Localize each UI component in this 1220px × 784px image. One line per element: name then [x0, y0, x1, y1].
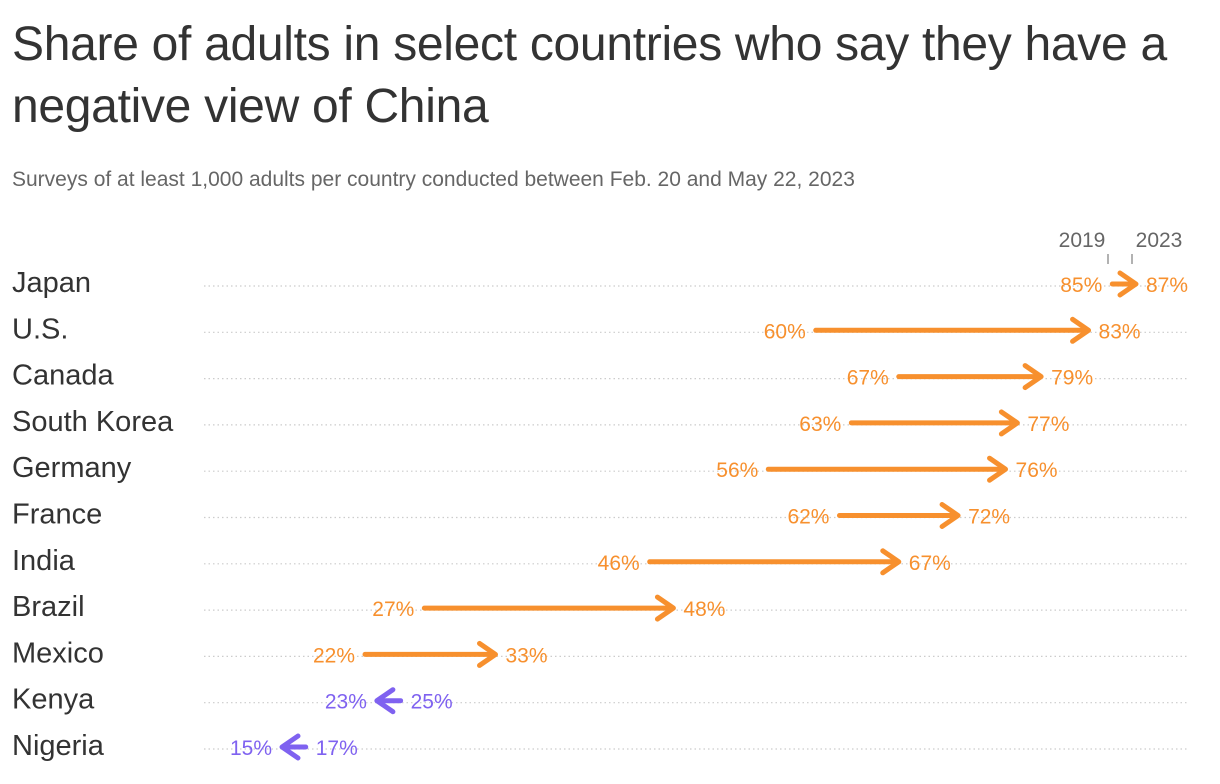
country-label: Canada — [12, 360, 114, 392]
value-label-2019: 56% — [716, 459, 758, 482]
arrow-head — [1117, 270, 1139, 298]
value-label-2023: 77% — [1027, 413, 1069, 436]
arrow-head — [987, 455, 1009, 483]
row-japan: Japan 85% 87% — [12, 267, 1188, 299]
value-label-2019: 17% — [316, 737, 358, 760]
arrow-head — [1022, 363, 1044, 391]
value-label-2019: 85% — [1060, 274, 1102, 297]
value-label-2023: 23% — [325, 691, 367, 714]
country-label: Germany — [12, 452, 132, 484]
chart-subtitle: Surveys of at least 1,000 adults per cou… — [12, 168, 855, 191]
value-label-2023: 83% — [1099, 320, 1141, 343]
row-mexico: Mexico 22% 33% — [12, 637, 1188, 669]
arrow-head — [1070, 316, 1092, 344]
arrow-head — [880, 548, 902, 576]
row-india: India 46% 67% — [12, 545, 1188, 577]
value-label-2023: 72% — [968, 506, 1010, 529]
value-label-2019: 63% — [799, 413, 841, 436]
country-label: France — [12, 499, 102, 531]
value-label-2023: 67% — [909, 552, 951, 575]
row-south-korea: South Korea 63% 77% — [12, 406, 1188, 438]
arrow-head — [374, 687, 396, 715]
row-france: France 62% 72% — [12, 499, 1188, 531]
value-label-2023: 33% — [506, 644, 548, 667]
arrow-head — [477, 640, 498, 668]
value-label-2023: 15% — [230, 737, 272, 760]
row-brazil: Brazil 27% 48% — [12, 591, 1188, 623]
country-label: Kenya — [12, 684, 95, 716]
value-label-2023: 79% — [1051, 367, 1093, 390]
country-label: Mexico — [12, 637, 104, 669]
value-label-2019: 60% — [764, 320, 806, 343]
value-label-2019: 67% — [847, 367, 889, 390]
value-label-2019: 25% — [411, 691, 453, 714]
row-u-s: U.S. 60% 83% — [12, 313, 1188, 345]
country-label: Nigeria — [12, 730, 105, 762]
arrow-head — [998, 409, 1020, 437]
country-label: Japan — [12, 267, 91, 299]
legend-label-2019: 2019 — [1059, 229, 1106, 252]
arrow-head — [654, 594, 676, 622]
arrow-head — [939, 502, 961, 529]
arrow-head — [279, 733, 301, 761]
row-canada: Canada 67% 79% — [12, 360, 1188, 392]
country-label: Brazil — [12, 591, 85, 623]
value-label-2023: 87% — [1146, 274, 1188, 297]
row-nigeria: Nigeria 17% 15% — [12, 730, 1188, 762]
chart-rows: Japan 85% 87% U.S. 60% 83% Canada 67% 79% South K… — [12, 267, 1188, 762]
country-label: South Korea — [12, 406, 174, 438]
value-label-2019: 27% — [372, 598, 414, 621]
row-germany: Germany 56% 76% — [12, 452, 1188, 484]
legend: 2019 2023 — [1059, 229, 1183, 264]
chart-title: Share of adults in select countries who … — [12, 18, 1167, 133]
country-label: India — [12, 545, 76, 577]
value-label-2023: 48% — [683, 598, 725, 621]
value-label-2019: 62% — [787, 506, 829, 529]
row-kenya: Kenya 25% 23% — [12, 684, 1188, 716]
legend-label-2023: 2023 — [1136, 229, 1183, 252]
value-label-2019: 22% — [313, 644, 355, 667]
value-label-2019: 46% — [598, 552, 640, 575]
value-label-2023: 76% — [1016, 459, 1058, 482]
country-label: U.S. — [12, 313, 68, 345]
